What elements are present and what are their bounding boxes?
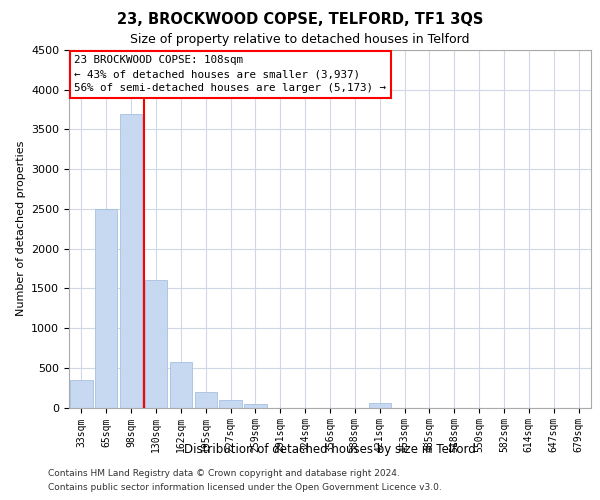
Bar [120,114,142,408]
Text: Distribution of detached houses by size in Telford: Distribution of detached houses by size … [184,442,476,456]
Bar [95,209,118,408]
Bar [194,392,217,407]
Bar [368,403,391,407]
Bar [244,404,266,407]
Text: Contains HM Land Registry data © Crown copyright and database right 2024.: Contains HM Land Registry data © Crown c… [48,468,400,477]
Bar [145,280,167,407]
Text: 23, BROCKWOOD COPSE, TELFORD, TF1 3QS: 23, BROCKWOOD COPSE, TELFORD, TF1 3QS [117,12,483,28]
Text: 23 BROCKWOOD COPSE: 108sqm
← 43% of detached houses are smaller (3,937)
56% of s: 23 BROCKWOOD COPSE: 108sqm ← 43% of deta… [74,56,386,94]
Bar [70,380,92,407]
Y-axis label: Number of detached properties: Number of detached properties [16,141,26,316]
Bar [220,400,242,407]
Text: Size of property relative to detached houses in Telford: Size of property relative to detached ho… [130,32,470,46]
Bar [170,362,192,408]
Text: Contains public sector information licensed under the Open Government Licence v3: Contains public sector information licen… [48,484,442,492]
